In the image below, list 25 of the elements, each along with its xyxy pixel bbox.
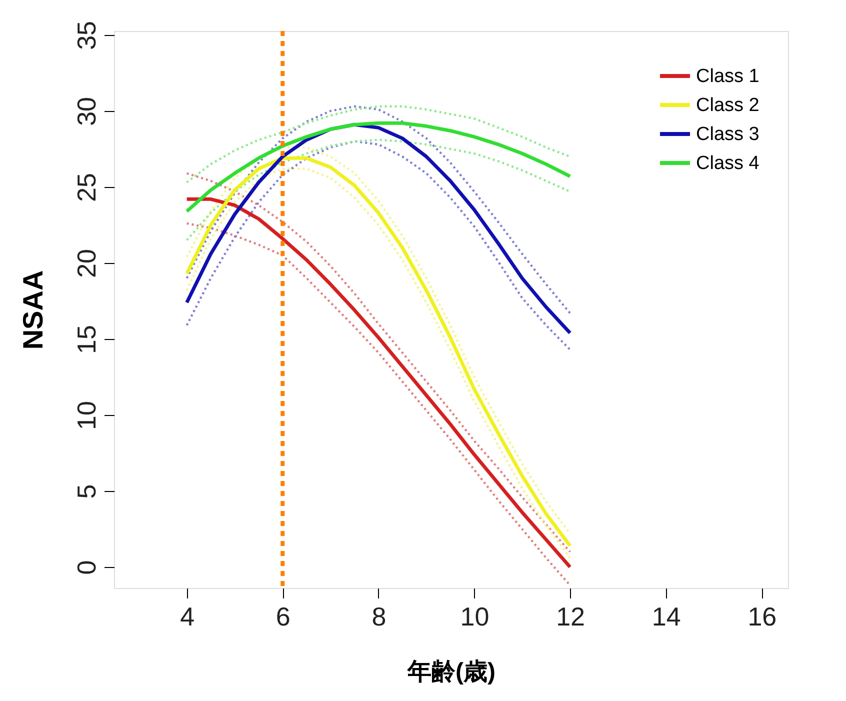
legend-label: Class 1 <box>696 66 760 87</box>
x-tick-label: 14 <box>652 602 681 632</box>
x-tick-label: 16 <box>748 602 777 632</box>
line-series <box>186 105 572 314</box>
legend-label: Class 2 <box>696 95 760 116</box>
legend-label: Class 3 <box>696 124 760 145</box>
legend-label: Class 4 <box>696 153 760 174</box>
x-tick-label: 10 <box>460 602 490 632</box>
x-tick-label: 6 <box>276 602 290 632</box>
x-axis-title: 年齢(歳) <box>406 658 496 686</box>
y-tick-label: 0 <box>72 560 102 575</box>
line-series <box>185 121 572 214</box>
line-series <box>186 105 572 184</box>
y-tick-label: 10 <box>72 401 102 430</box>
x-tick-label: 8 <box>372 602 386 632</box>
x-tick-label: 12 <box>556 602 585 632</box>
y-axis-title: NSAA <box>18 270 48 350</box>
y-tick-label: 35 <box>72 20 102 50</box>
y-tick-label: 30 <box>72 97 102 126</box>
line-series <box>186 138 572 242</box>
y-tick-label: 15 <box>72 325 102 354</box>
y-tick-label: 20 <box>72 249 102 278</box>
y-tick-label: 25 <box>72 173 102 202</box>
x-tick-label: 4 <box>180 602 195 632</box>
y-tick-label: 5 <box>72 484 102 499</box>
